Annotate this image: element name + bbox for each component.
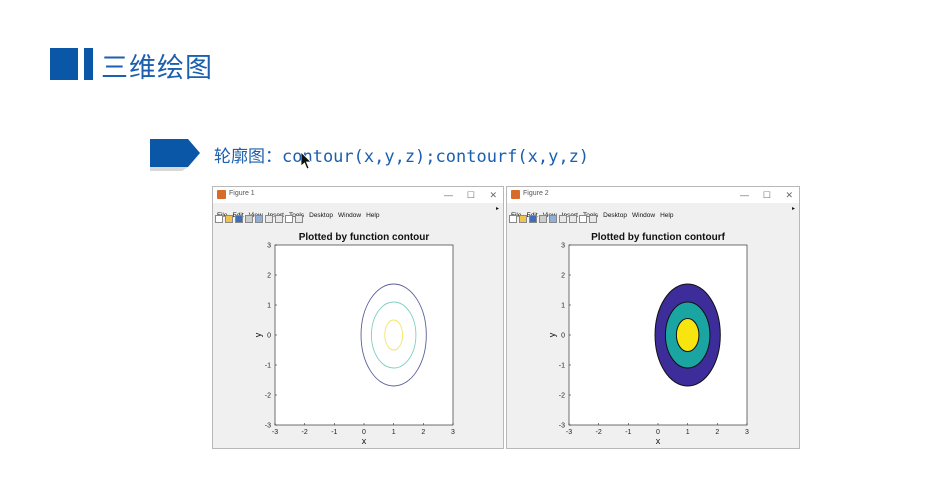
y-tick-label: 1 xyxy=(561,303,565,310)
maximize-button[interactable]: ☐ xyxy=(466,190,475,200)
y-tick-label: -3 xyxy=(265,423,271,430)
contour-level-2 xyxy=(370,301,417,369)
y-tick-label: 3 xyxy=(267,243,271,250)
colorbar-icon[interactable] xyxy=(265,215,273,223)
window-title: Figure 2 xyxy=(523,190,549,197)
x-tick-label: -2 xyxy=(302,429,308,436)
link-plot-icon[interactable] xyxy=(255,215,263,223)
maximize-button[interactable]: ☐ xyxy=(762,190,771,200)
slide-subtitle: 轮廓图：contour(x,y,z);contourf(x,y,z) xyxy=(214,142,589,167)
pointer-icon[interactable] xyxy=(579,215,587,223)
x-tick-label: 0 xyxy=(656,429,660,436)
window-titlebar[interactable]: Figure 2 — ☐ ✕ xyxy=(507,187,799,203)
contour-level-3 xyxy=(360,283,427,387)
dock-arrow-icon[interactable]: ▸ xyxy=(791,206,795,212)
x-tick-label: 3 xyxy=(745,429,749,436)
matlab-icon xyxy=(217,190,226,199)
minimize-button[interactable]: — xyxy=(444,190,453,200)
menu-help[interactable]: Help xyxy=(366,212,380,219)
chart-title: Plotted by function contourf xyxy=(591,232,726,243)
menu-bar: FileEditViewInsertToolsDesktopWindowHelp… xyxy=(213,204,503,219)
toolbar xyxy=(509,215,599,226)
legend-icon[interactable] xyxy=(569,215,577,223)
figure-window-2[interactable]: Figure 2 — ☐ ✕ FileEditViewInsertToolsDe… xyxy=(506,186,800,449)
y-axis-label: y xyxy=(253,332,263,337)
dock-arrow-icon[interactable]: ▸ xyxy=(495,206,499,212)
toolbar xyxy=(215,215,305,226)
window-title: Figure 1 xyxy=(229,190,255,197)
arrow-bullet-icon xyxy=(150,139,200,171)
x-tick-label: -1 xyxy=(625,429,631,436)
menu-help[interactable]: Help xyxy=(660,212,674,219)
x-tick-label: 1 xyxy=(686,429,690,436)
contourf-plot: Plotted by function contourf -3 -2 -1 0 1 2 3 -3… xyxy=(547,232,749,446)
figure-window-1[interactable]: Figure 1 — ☐ ✕ FileEditViewInsertToolsDe… xyxy=(212,186,504,449)
menu-desktop[interactable]: Desktop xyxy=(603,212,627,219)
legend-icon[interactable] xyxy=(275,215,283,223)
y-tick-label: 0 xyxy=(561,333,565,340)
y-tick-label: 2 xyxy=(267,273,271,280)
x-tick-label: 2 xyxy=(715,429,719,436)
y-tick-label: -1 xyxy=(559,363,565,370)
menu-window[interactable]: Window xyxy=(337,212,362,219)
y-tick-label: -3 xyxy=(559,423,565,430)
y-tick-label: -2 xyxy=(265,393,271,400)
contour-plot: Plotted by function contour -3 -2 -1 0 1 2 3 -3 -… xyxy=(253,232,455,446)
print-icon[interactable] xyxy=(539,215,547,223)
mouse-cursor-icon xyxy=(301,152,312,170)
x-tick-label: 2 xyxy=(421,429,425,436)
contour-level-1 xyxy=(384,319,404,351)
print-icon[interactable] xyxy=(245,215,253,223)
x-axis-label: x xyxy=(362,436,367,446)
menu-bar: FileEditViewInsertToolsDesktopWindowHelp… xyxy=(507,204,799,219)
y-tick-label: 1 xyxy=(267,303,271,310)
window-titlebar[interactable]: Figure 1 — ☐ ✕ xyxy=(213,187,503,203)
save-icon[interactable] xyxy=(529,215,537,223)
pointer-icon[interactable] xyxy=(285,215,293,223)
x-tick-label: 0 xyxy=(362,429,366,436)
slide-title: 三维绘图 xyxy=(101,53,213,84)
matlab-icon xyxy=(511,190,520,199)
subtitle-code: contour(x,y,z);contourf(x,y,z) xyxy=(282,147,590,167)
x-axis-label: x xyxy=(656,436,661,446)
close-button[interactable]: ✕ xyxy=(785,190,793,200)
y-tick-label: -2 xyxy=(559,393,565,400)
title-bar-accent xyxy=(84,48,93,80)
open-file-icon[interactable] xyxy=(225,215,233,223)
new-figure-icon[interactable] xyxy=(215,215,223,223)
x-tick-label: 3 xyxy=(451,429,455,436)
link-plot-icon[interactable] xyxy=(549,215,557,223)
open-file-icon[interactable] xyxy=(519,215,527,223)
plot-area xyxy=(275,245,453,425)
new-figure-icon[interactable] xyxy=(509,215,517,223)
minimize-button[interactable]: — xyxy=(740,190,749,200)
y-tick-label: -1 xyxy=(265,363,271,370)
x-tick-label: 1 xyxy=(392,429,396,436)
subtitle-label: 轮廓图： xyxy=(214,147,282,167)
contour-level-3 xyxy=(675,318,700,352)
colorbar-icon[interactable] xyxy=(559,215,567,223)
property-editor-icon[interactable] xyxy=(295,215,303,223)
property-editor-icon[interactable] xyxy=(589,215,597,223)
x-tick-label: -3 xyxy=(272,429,278,436)
y-axis-label: y xyxy=(547,332,557,337)
chart-title: Plotted by function contour xyxy=(299,232,430,243)
x-tick-label: -1 xyxy=(331,429,337,436)
y-tick-label: 3 xyxy=(561,243,565,250)
y-tick-label: 0 xyxy=(267,333,271,340)
menu-desktop[interactable]: Desktop xyxy=(309,212,333,219)
close-button[interactable]: ✕ xyxy=(489,190,497,200)
x-tick-label: -2 xyxy=(596,429,602,436)
title-block xyxy=(50,48,78,80)
y-tick-label: 2 xyxy=(561,273,565,280)
x-tick-label: -3 xyxy=(566,429,572,436)
menu-window[interactable]: Window xyxy=(631,212,656,219)
save-icon[interactable] xyxy=(235,215,243,223)
